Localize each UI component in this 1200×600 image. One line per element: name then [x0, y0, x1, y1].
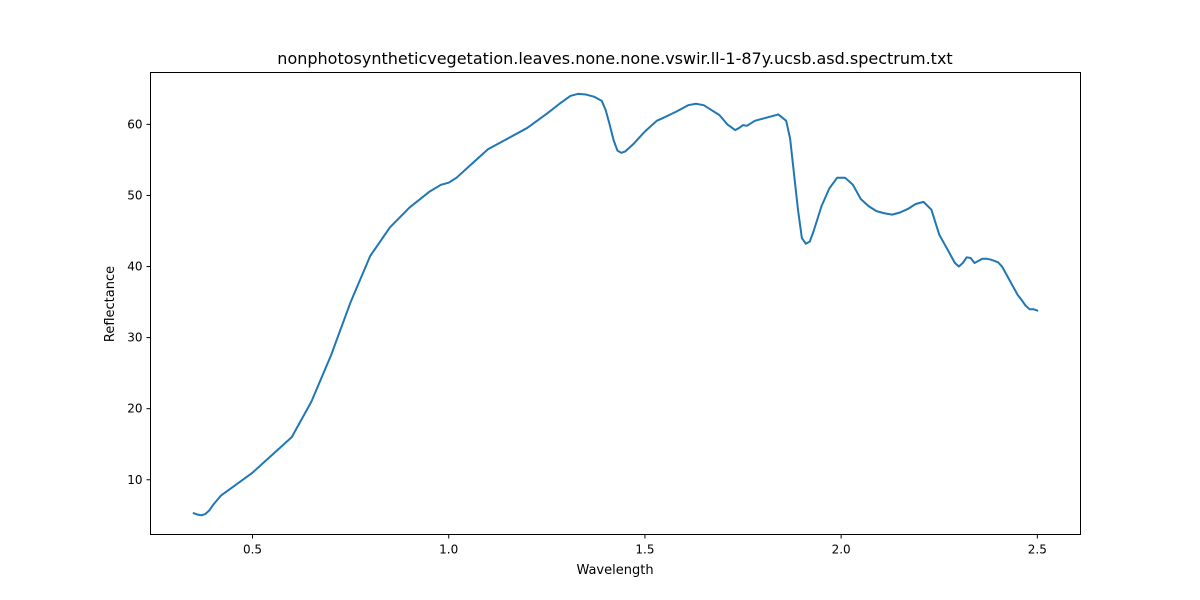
- y-axis: 10 20 30 40 50 60: [127, 117, 151, 487]
- x-axis-label: Wavelength: [576, 563, 653, 578]
- x-tick-label: 2.5: [1028, 543, 1047, 557]
- x-axis: 0.5 1.0 1.5 2.0 2.5: [243, 534, 1047, 557]
- y-tick-label: 20: [127, 402, 142, 416]
- x-tick-label: 2.0: [832, 543, 851, 557]
- x-tick-label: 0.5: [243, 543, 262, 557]
- y-tick-label: 30: [127, 331, 142, 345]
- plot-area: [150, 72, 1081, 535]
- x-tick-label: 1.0: [439, 543, 458, 557]
- y-tick-label: 50: [127, 188, 142, 202]
- plot-frame: [150, 72, 1081, 535]
- series-line-spectrum: [192, 92, 1039, 517]
- x-tick-label: 1.5: [635, 543, 654, 557]
- y-tick-label: 40: [127, 260, 142, 274]
- y-tick-label: 60: [127, 117, 142, 131]
- y-axis-label: Reflectance: [103, 266, 118, 342]
- y-tick-label: 10: [127, 473, 142, 487]
- chart-title: nonphotosyntheticvegetation.leaves.none.…: [277, 49, 952, 68]
